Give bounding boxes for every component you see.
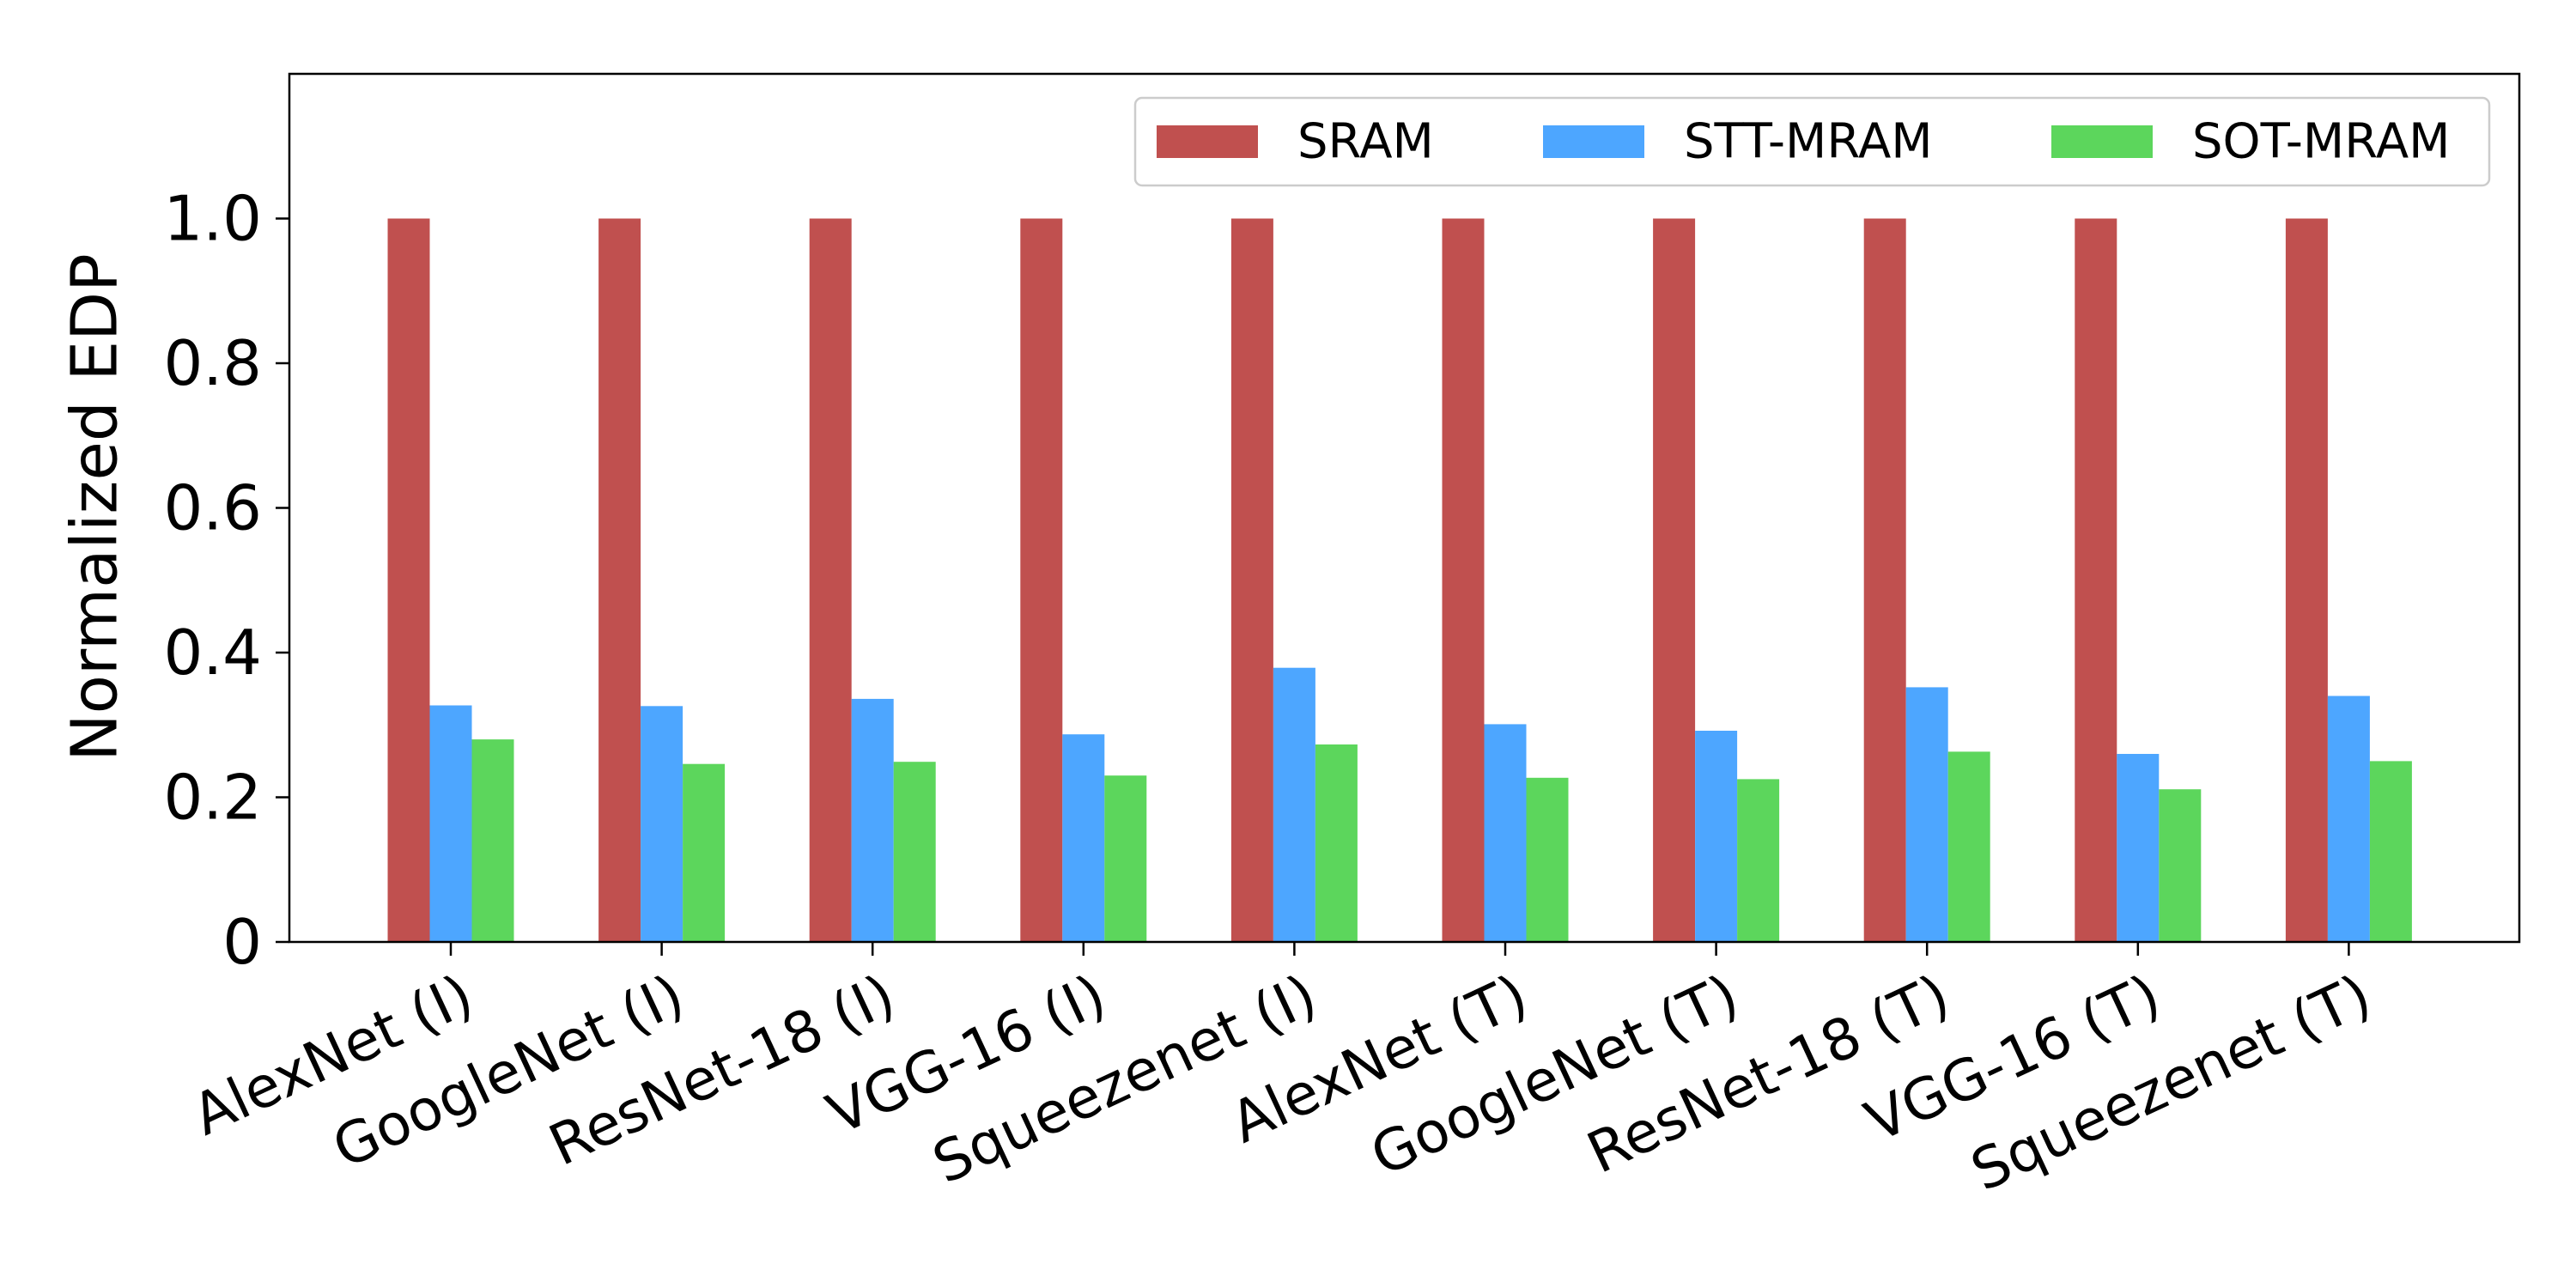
bar-sram-5 xyxy=(1230,218,1273,942)
bar-sram-6 xyxy=(1442,218,1485,942)
legend-swatch-stt-mram xyxy=(1543,125,1644,158)
bar-stt-mram-8 xyxy=(1905,687,1948,942)
bar-sot-mram-2 xyxy=(683,763,726,942)
bar-stt-mram-9 xyxy=(2117,754,2160,942)
plot-frame xyxy=(288,72,2521,944)
y-tick-label: 0 xyxy=(222,906,262,978)
bar-sot-mram-4 xyxy=(1104,775,1147,942)
bars-group xyxy=(387,218,2412,942)
bar-sram-3 xyxy=(809,218,852,942)
y-tick-label: 0.2 xyxy=(163,762,262,834)
legend-swatch-sram xyxy=(1157,125,1258,158)
bar-stt-mram-5 xyxy=(1273,667,1315,942)
legend-label-sot-mram: SOT-MRAM xyxy=(2192,114,2450,170)
bar-sram-4 xyxy=(1020,218,1063,942)
legend-label-stt-mram: STT-MRAM xyxy=(1684,114,1933,170)
bar-sot-mram-10 xyxy=(2369,761,2412,942)
bar-sram-9 xyxy=(2075,218,2117,942)
y-tick-label: 0.8 xyxy=(163,327,262,399)
legend-label-sram: SRAM xyxy=(1297,114,1434,170)
bar-stt-mram-4 xyxy=(1062,734,1105,942)
y-axis: 0 0.2 0.4 0.6 0.8 1.0 xyxy=(163,183,289,978)
bar-stt-mram-3 xyxy=(851,698,894,942)
bar-sot-mram-7 xyxy=(1737,779,1780,942)
y-tick-label: 0.6 xyxy=(163,472,262,544)
bar-sot-mram-6 xyxy=(1526,777,1569,942)
bar-sot-mram-9 xyxy=(2159,789,2202,942)
y-tick-label: 0.4 xyxy=(163,617,262,689)
y-tick-label: 1.0 xyxy=(163,183,262,255)
bar-sot-mram-8 xyxy=(1947,751,1990,942)
bar-stt-mram-1 xyxy=(429,705,472,942)
bar-stt-mram-10 xyxy=(2327,696,2370,942)
legend-box xyxy=(1133,96,2491,187)
bar-stt-mram-2 xyxy=(641,706,683,942)
bar-sram-8 xyxy=(1863,218,1906,942)
bar-sram-2 xyxy=(598,218,641,942)
bar-stt-mram-6 xyxy=(1484,724,1527,942)
bar-sram-10 xyxy=(2285,218,2328,942)
bar-sram-1 xyxy=(387,218,430,942)
bar-stt-mram-7 xyxy=(1695,731,1738,942)
y-axis-label: Normalized EDP xyxy=(58,253,132,762)
bar-sot-mram-3 xyxy=(893,762,936,942)
bar-sot-mram-1 xyxy=(471,739,514,942)
legend-swatch-sot-mram xyxy=(2051,125,2153,158)
legend: SRAM STT-MRAM SOT-MRAM xyxy=(1133,96,2491,187)
bar-sram-7 xyxy=(1653,218,1696,942)
bar-sot-mram-5 xyxy=(1315,744,1358,942)
